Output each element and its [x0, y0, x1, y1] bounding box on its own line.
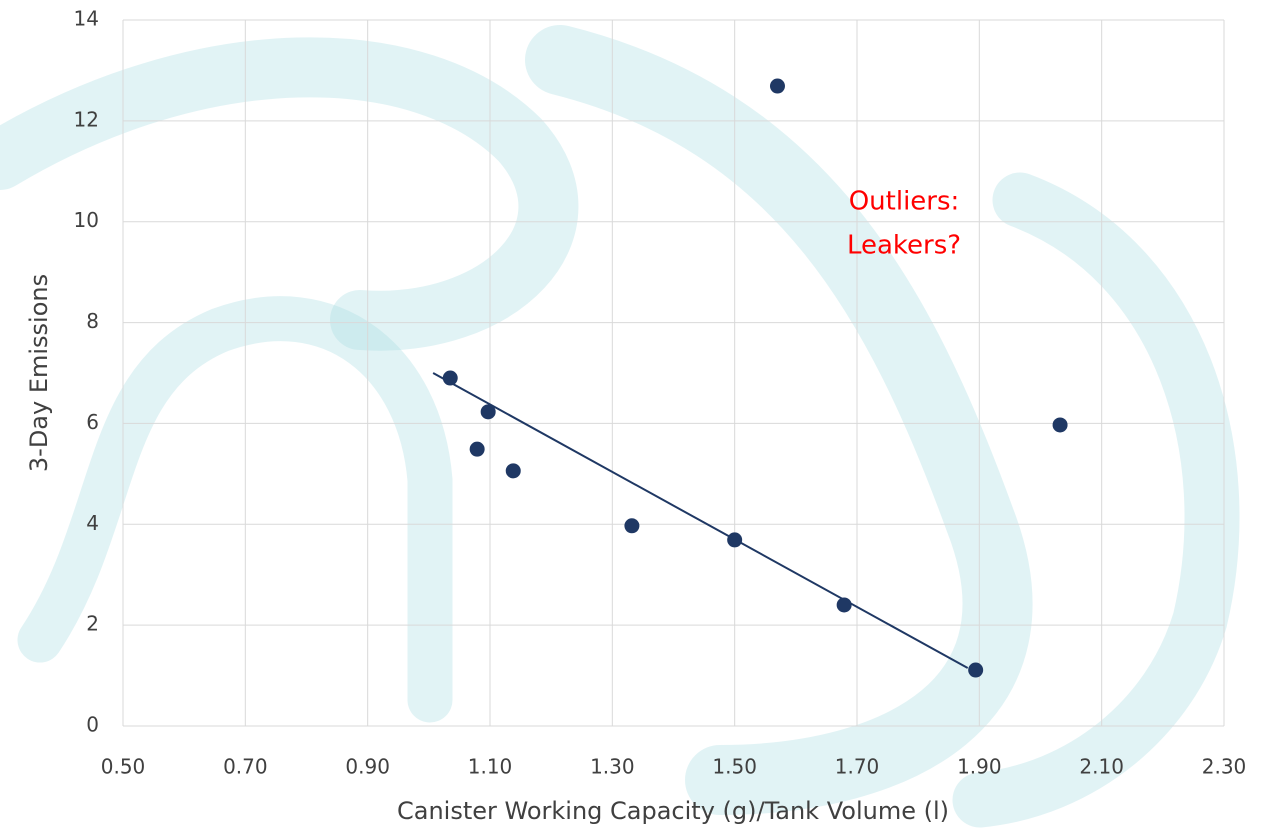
y-tick-label: 14 — [74, 7, 99, 31]
annotation: Leakers? — [847, 231, 961, 261]
x-axis-label: Canister Working Capacity (g)/Tank Volum… — [397, 797, 949, 825]
data-point — [727, 532, 743, 548]
x-tick-label: 0.90 — [345, 755, 390, 779]
y-tick-label: 0 — [86, 713, 99, 737]
data-point — [442, 370, 458, 386]
data-point — [624, 518, 640, 534]
x-tick-label: 1.10 — [468, 755, 513, 779]
y-tick-label: 10 — [74, 208, 99, 232]
y-tick-label: 12 — [74, 107, 99, 131]
x-tick-label: 0.70 — [223, 755, 268, 779]
data-point — [469, 441, 485, 457]
trendline — [432, 372, 969, 669]
background-swirls — [0, 25, 1240, 828]
x-tick-label: 0.50 — [101, 755, 146, 779]
x-tick-label: 1.30 — [590, 755, 635, 779]
x-tick-label: 2.30 — [1202, 755, 1247, 779]
data-point — [769, 78, 785, 94]
data-point — [968, 662, 984, 678]
y-tick-label: 8 — [86, 309, 99, 333]
swirl — [0, 37, 579, 351]
x-tick-label: 1.90 — [957, 755, 1002, 779]
swirl — [525, 25, 1033, 815]
data-point — [836, 597, 852, 613]
data-point — [1052, 417, 1068, 433]
y-tick-label: 4 — [86, 511, 99, 535]
data-point — [505, 463, 521, 479]
y-axis-label: 3-Day Emissions — [25, 274, 53, 472]
y-tick-label: 2 — [86, 612, 99, 636]
swirl — [17, 296, 453, 723]
x-tick-label: 1.70 — [835, 755, 880, 779]
y-tick-label: 6 — [86, 410, 99, 434]
data-point — [480, 404, 496, 420]
swirl — [952, 172, 1240, 828]
annotation: Outliers: — [849, 187, 960, 217]
x-tick-label: 1.50 — [712, 755, 757, 779]
x-tick-label: 2.10 — [1079, 755, 1124, 779]
